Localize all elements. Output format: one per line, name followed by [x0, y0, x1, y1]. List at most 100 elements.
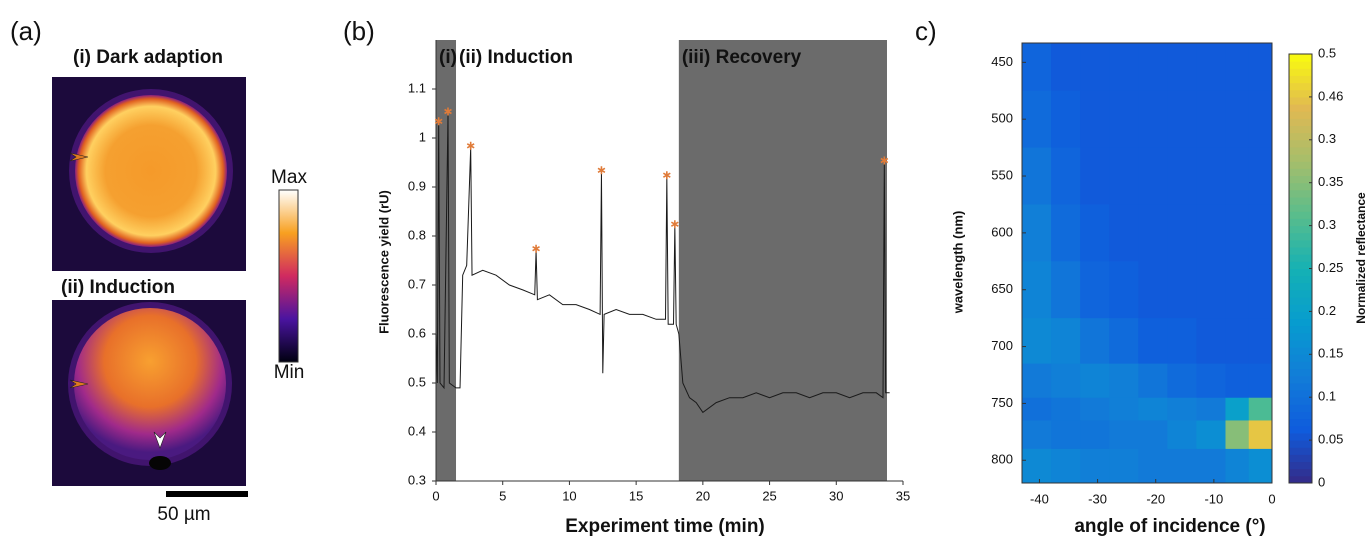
colorbar-segment	[1289, 75, 1312, 84]
micrograph	[52, 77, 246, 271]
colorbar-segment	[1289, 340, 1312, 348]
x-tick-label: 5	[499, 488, 506, 503]
heat-cell	[1138, 147, 1168, 205]
x-axis-label: angle of incidence (°)	[1074, 516, 1265, 537]
colorbar-segment	[1289, 161, 1312, 169]
heat-cell	[1138, 43, 1168, 92]
heat-cell	[1248, 318, 1273, 365]
panel-label: (b)	[343, 16, 375, 46]
colorbar-tick-label: 0.15	[1318, 346, 1343, 361]
y-tick-label: 650	[991, 281, 1013, 296]
heat-cell	[1225, 420, 1250, 450]
heat-cell	[1196, 147, 1226, 205]
heat-cell	[1022, 90, 1052, 149]
heat-cell	[1138, 448, 1168, 484]
panel-label: (a)	[10, 16, 42, 46]
y-tick-label: 0.3	[408, 472, 426, 487]
heat-cell	[1051, 363, 1081, 399]
shaded-region	[678, 40, 887, 481]
colorbar-tick-label: 0.2	[1318, 303, 1336, 318]
heat-cell	[1196, 204, 1226, 262]
heat-cell	[1167, 147, 1197, 205]
colorbar-segment	[1289, 218, 1312, 227]
x-tick-label: 20	[696, 488, 710, 503]
y-tick-label: 600	[991, 224, 1013, 239]
y-axis-label: wavelength (nm)	[950, 211, 965, 315]
y-tick-label: 450	[991, 54, 1013, 69]
heat-cell	[1167, 43, 1197, 92]
heat-cell	[1080, 318, 1110, 365]
colorbar-segment	[1289, 125, 1312, 134]
x-tick-label: 0	[432, 488, 439, 503]
colorbar-segment	[1289, 354, 1312, 362]
heat-cell	[1109, 261, 1139, 319]
heat-cell	[1138, 204, 1168, 262]
heat-cell	[1248, 448, 1273, 484]
colorbar-segment	[1289, 311, 1312, 320]
colorbar-segment	[1289, 211, 1312, 219]
heat-cell	[1167, 363, 1197, 399]
heat-cell	[1022, 204, 1052, 262]
colorbar-segment	[1289, 332, 1312, 341]
heat-cell	[1080, 448, 1110, 484]
heat-cell	[1225, 397, 1250, 421]
colorbar-segment	[1289, 382, 1312, 391]
heat-cell	[1138, 261, 1168, 319]
heat-cell	[1196, 43, 1226, 92]
heat-cell	[1109, 363, 1139, 399]
heat-cell	[1109, 318, 1139, 365]
heat-cell	[1080, 397, 1110, 421]
colorbar-segment	[1289, 175, 1312, 184]
x-tick-label: -40	[1030, 491, 1049, 506]
heat-cell	[1225, 204, 1250, 262]
colorbar-segment	[1289, 361, 1312, 370]
colorbar-segment	[1289, 475, 1312, 484]
heat-cell	[1080, 420, 1110, 450]
heat-cell	[1051, 261, 1081, 319]
heat-cell	[1109, 397, 1139, 421]
peak-marker	[662, 171, 671, 180]
y-tick-label: 500	[991, 111, 1013, 126]
y-tick-label: 0.5	[408, 374, 426, 389]
heat-cell	[1051, 397, 1081, 421]
heat-cell	[1167, 204, 1197, 262]
heat-cell	[1167, 448, 1197, 484]
image-title: (ii) Induction	[61, 277, 175, 298]
colorbar-segment	[1289, 168, 1312, 177]
colorbar-segment	[1289, 375, 1312, 384]
y-tick-label: 0.4	[408, 423, 426, 438]
heat-cell	[1225, 261, 1250, 319]
colorbar-segment	[1289, 275, 1312, 284]
colorbar-tick-label: 0.35	[1318, 174, 1343, 189]
colorbar-tick-label: 0.5	[1318, 45, 1336, 60]
region-label: (i)	[439, 47, 457, 68]
heat-cell	[1051, 318, 1081, 365]
heat-cell	[1109, 147, 1139, 205]
colorbar-segment	[1289, 425, 1312, 434]
y-tick-label: 0.8	[408, 227, 426, 242]
heat-cell	[1109, 448, 1139, 484]
y-tick-label: 0.7	[408, 276, 426, 291]
colorbar-segment	[1289, 111, 1312, 119]
heat-cell	[1248, 261, 1273, 319]
x-tick-label: 0	[1268, 491, 1275, 506]
colorbar-segment	[1289, 397, 1312, 405]
heat-cell	[1248, 147, 1273, 205]
heat-cell	[1080, 90, 1110, 149]
heat-cell	[1167, 261, 1197, 319]
heat-cell	[1080, 43, 1110, 92]
x-tick-label: 25	[762, 488, 776, 503]
line-chart: (i) (ii) Induction (iii) Recovery 0.3 0.4 0.5…	[408, 40, 910, 503]
colorbar-segment	[1289, 132, 1312, 141]
y-tick-label: 1.1	[408, 80, 426, 95]
heatmap: -40 -30 -20 -10 0 450 500 550 600 650 700 750 800 0.5…	[991, 42, 1343, 506]
colorbar-segment	[1289, 154, 1312, 162]
colorbar-segment	[1289, 368, 1312, 377]
heat-cell	[1248, 363, 1273, 399]
peak-marker	[466, 141, 475, 150]
heat-cell	[1196, 420, 1226, 450]
heat-cell	[1196, 318, 1226, 365]
heat-cell	[1138, 397, 1168, 421]
y-tick-label: 0.6	[408, 325, 426, 340]
colorbar-segment	[1289, 139, 1312, 148]
